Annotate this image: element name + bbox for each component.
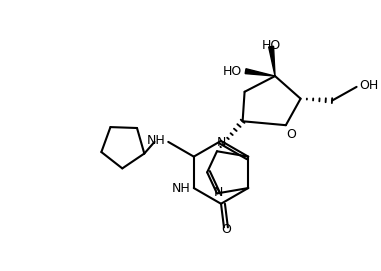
Text: NH: NH [172,182,191,195]
Text: O: O [286,128,296,141]
Text: HO: HO [261,39,281,52]
Text: OH: OH [360,79,379,92]
Polygon shape [269,46,275,76]
Text: N: N [216,136,226,149]
Text: O: O [221,223,231,236]
Polygon shape [245,69,275,76]
Text: HO: HO [223,65,242,78]
Text: N: N [213,186,223,199]
Text: NH: NH [147,134,165,147]
